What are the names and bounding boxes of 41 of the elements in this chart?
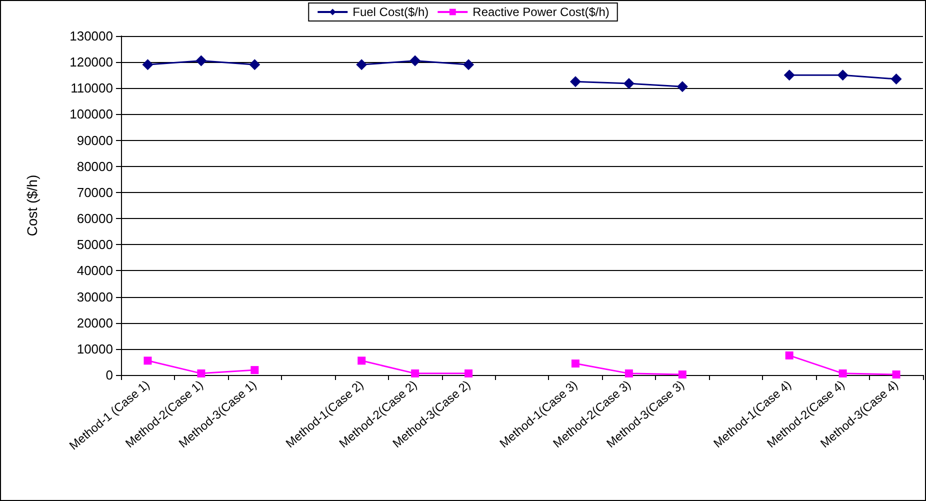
point [410,55,421,66]
y-tick-label: 30000 [76,289,113,304]
point [571,360,580,368]
y-tick-label: 100000 [70,106,113,122]
y-tick-label: 10000 [76,341,113,356]
legend-label: Fuel Cost($/h) [352,5,429,19]
point [197,369,206,378]
point [250,366,259,374]
y-tick-label: 50000 [76,237,113,252]
y-tick-label: 110000 [70,80,113,96]
point [356,59,368,70]
point [785,351,794,360]
legend-label: Reactive Power Cost($/h) [472,5,610,19]
y-tick-label: 60000 [76,211,113,226]
y-tick-label: 20000 [76,315,113,330]
y-tick-label: 130000 [70,28,113,44]
y-tick-label: 80000 [76,158,113,174]
point [196,55,207,66]
point [463,59,474,70]
point [837,70,848,81]
point [464,369,473,378]
point [676,81,688,92]
point [838,369,847,378]
y-axis-title: Cost ($/h) [24,174,40,236]
y-tick-label: 120000 [70,54,113,70]
point [678,370,686,378]
point [144,356,152,365]
point [624,369,633,378]
point [892,370,900,378]
point [249,59,260,70]
point [623,78,634,89]
y-tick-label: 0 [106,368,113,382]
y-tick-label: 90000 [76,132,113,148]
point [890,74,902,85]
point [411,369,420,378]
y-tick-label: 40000 [76,263,113,278]
point [784,70,795,81]
point [142,59,154,70]
point [570,76,581,88]
y-tick-label: 70000 [76,184,113,200]
point [358,356,366,365]
